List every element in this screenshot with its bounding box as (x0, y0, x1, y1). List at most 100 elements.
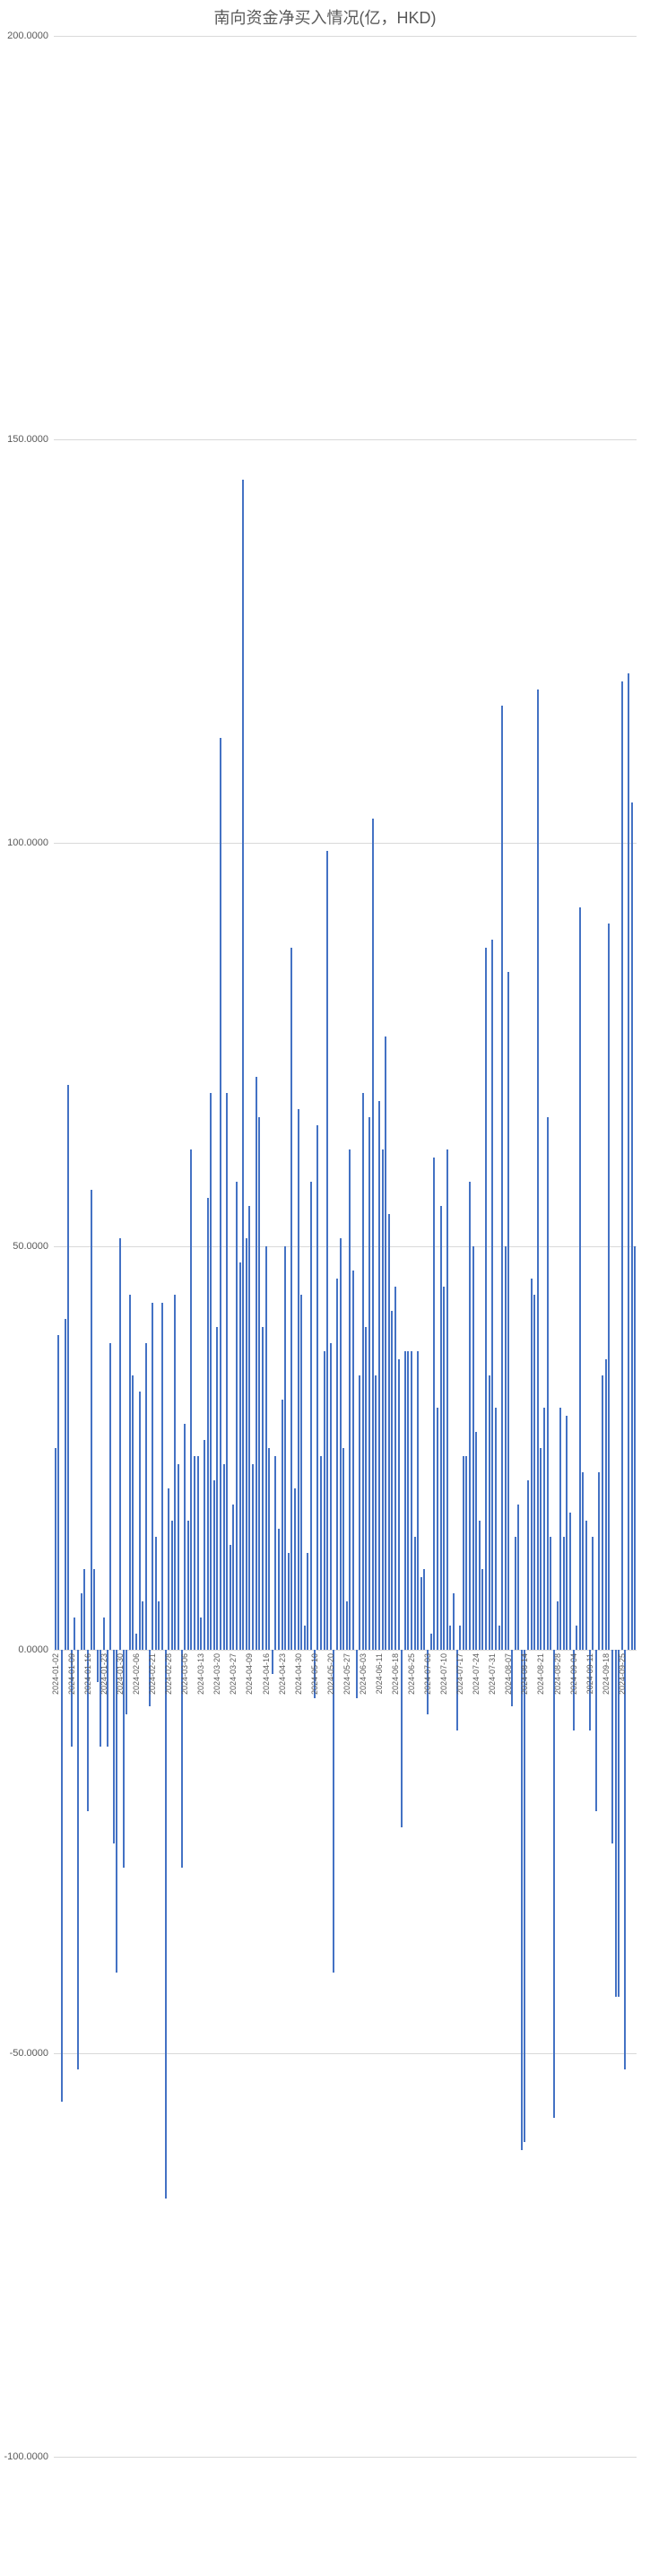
bar (414, 1537, 416, 1650)
bar (65, 1319, 66, 1650)
bar (161, 1303, 163, 1650)
bar (507, 972, 509, 1650)
bar (349, 1149, 351, 1650)
gridline (54, 1650, 637, 1651)
bar (207, 1198, 209, 1650)
bar (547, 1117, 549, 1650)
plot-area: -100.0000-50.00000.000050.0000100.000015… (54, 36, 637, 2457)
bar (469, 1182, 471, 1650)
bar (336, 1279, 338, 1650)
bar (97, 1650, 99, 1682)
x-tick-label: 2024-02-06 (132, 1653, 141, 1695)
bar (232, 1505, 234, 1650)
bar (385, 1036, 386, 1650)
bar (359, 1375, 360, 1650)
bar (475, 1432, 477, 1650)
bar (501, 706, 503, 1650)
x-tick-label: 2024-07-31 (488, 1653, 497, 1695)
bar (320, 1456, 322, 1650)
bar (362, 1093, 364, 1650)
bar (158, 1601, 160, 1650)
x-tick-label: 2024-08-14 (520, 1653, 529, 1695)
x-tick-label: 2024-07-24 (472, 1653, 481, 1695)
bar (634, 1246, 636, 1650)
bar (495, 1408, 497, 1650)
bar (246, 1238, 247, 1650)
bar (517, 1505, 519, 1650)
bar (184, 1424, 186, 1650)
x-tick-label: 2024-05-20 (326, 1653, 335, 1695)
bar (481, 1569, 483, 1650)
bar (91, 1190, 92, 1650)
bar (155, 1537, 157, 1650)
bar (178, 1464, 179, 1650)
bar (282, 1400, 283, 1650)
x-tick-label: 2024-01-09 (67, 1653, 76, 1695)
bar (550, 1537, 551, 1650)
bar (446, 1149, 448, 1650)
bar (307, 1553, 308, 1650)
chart-container: 南向资金净买入情况(亿，HKD) -100.0000-50.00000.0000… (0, 0, 650, 2576)
bar (200, 1618, 202, 1650)
bar (527, 1480, 529, 1650)
bar (55, 1448, 56, 1650)
bar (239, 1262, 241, 1650)
bar (284, 1246, 286, 1650)
bar (304, 1626, 306, 1650)
y-tick-label: 0.0000 (18, 1644, 48, 1655)
bar (608, 924, 610, 1650)
bar (423, 1569, 425, 1650)
bar (278, 1529, 280, 1650)
bar (540, 1448, 542, 1650)
bar (294, 1488, 296, 1650)
y-tick-label: 100.0000 (7, 837, 48, 848)
bar (272, 1650, 273, 1674)
bar (268, 1448, 270, 1650)
bar (77, 1650, 79, 2069)
bar (401, 1650, 403, 1827)
bar (300, 1295, 302, 1650)
x-tick-label: 2024-04-09 (245, 1653, 254, 1695)
bar (310, 1182, 312, 1650)
x-tick-label: 2024-06-11 (375, 1653, 384, 1694)
bar (368, 1117, 370, 1650)
bar (459, 1626, 461, 1650)
bar (557, 1601, 559, 1650)
bar (533, 1295, 535, 1650)
x-tick-label: 2024-07-03 (423, 1653, 432, 1695)
bar (171, 1521, 173, 1650)
gridline (54, 1246, 637, 1247)
bar (288, 1553, 290, 1650)
bar (611, 1650, 613, 1843)
bar (624, 1650, 626, 2069)
bar (585, 1521, 587, 1650)
bar (440, 1206, 442, 1650)
bar (472, 1246, 474, 1650)
x-tick-label: 2024-06-25 (407, 1653, 416, 1695)
y-tick-label: -100.0000 (4, 2451, 48, 2462)
bar (491, 940, 493, 1650)
bar (67, 1085, 69, 1650)
bar (74, 1618, 75, 1650)
bar (407, 1351, 409, 1650)
bar (605, 1359, 607, 1650)
bar (515, 1537, 516, 1650)
bar (576, 1626, 577, 1650)
bar (404, 1351, 406, 1650)
bar (559, 1408, 561, 1650)
bar (521, 1650, 523, 2150)
y-tick-label: 150.0000 (7, 434, 48, 445)
x-tick-label: 2024-05-10 (310, 1653, 319, 1695)
bar (437, 1408, 438, 1650)
x-tick-label: 2024-04-30 (294, 1653, 303, 1695)
bar (342, 1448, 344, 1650)
bar (61, 1650, 63, 2102)
bar (252, 1464, 254, 1650)
bar (465, 1456, 467, 1650)
bar (258, 1117, 260, 1650)
bar (165, 1650, 167, 2199)
bar (57, 1335, 59, 1650)
x-tick-label: 2024-07-17 (455, 1653, 464, 1695)
bar (498, 1626, 500, 1650)
bar (346, 1601, 348, 1650)
